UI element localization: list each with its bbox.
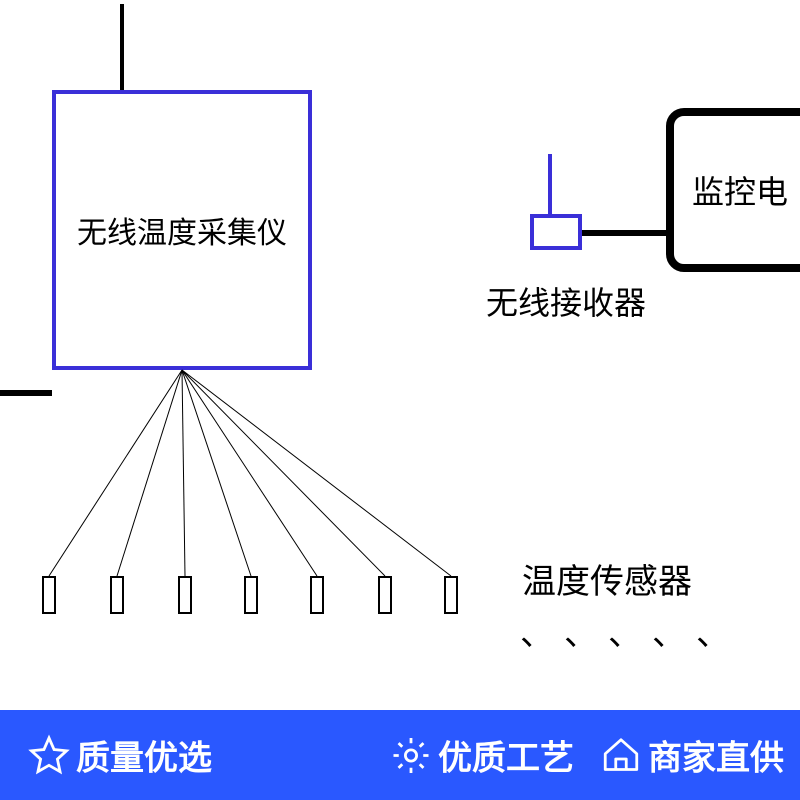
- diagram-canvas: 无线温度采集仪 无线接收器 监控电 温度传感器 、、、、、 质量优选 优质工艺 …: [0, 0, 800, 800]
- sensor-node: [42, 576, 56, 614]
- collector-label: 无线温度采集仪: [77, 208, 287, 252]
- gear-icon: [390, 734, 432, 776]
- footer-item-quality: 质量优选: [28, 731, 212, 780]
- sensor-node: [378, 576, 392, 614]
- collector-box: 无线温度采集仪: [52, 90, 312, 370]
- monitor-label: 监控电: [692, 167, 788, 213]
- footer-label: 商家直供: [648, 731, 784, 780]
- sensor-node: [178, 576, 192, 614]
- collector-antenna: [120, 4, 124, 90]
- star-icon: [28, 734, 70, 776]
- house-icon: [600, 734, 642, 776]
- sensor-node: [444, 576, 458, 614]
- sensor-group-label: 温度传感器: [522, 554, 692, 603]
- left-connector: [0, 390, 52, 396]
- receiver-monitor-connector: [582, 230, 668, 236]
- sensor-node: [110, 576, 124, 614]
- tick-mark: 、: [564, 606, 598, 655]
- receiver-box: [530, 214, 582, 250]
- tick-mark: 、: [520, 606, 554, 655]
- monitor-box: 监控电: [666, 108, 800, 272]
- footer-item-craft: 优质工艺: [390, 731, 574, 780]
- sensor-node: [310, 576, 324, 614]
- receiver-antenna: [548, 154, 552, 214]
- sensor-node: [244, 576, 258, 614]
- tick-mark: 、: [652, 606, 686, 655]
- footer-label: 质量优选: [76, 731, 212, 780]
- footer-label: 优质工艺: [438, 731, 574, 780]
- tick-mark: 、: [696, 606, 730, 655]
- tick-mark: 、: [608, 606, 642, 655]
- receiver-label: 无线接收器: [486, 278, 646, 324]
- footer-bar: 质量优选 优质工艺 商家直供: [0, 710, 800, 800]
- footer-item-direct: 商家直供: [600, 731, 784, 780]
